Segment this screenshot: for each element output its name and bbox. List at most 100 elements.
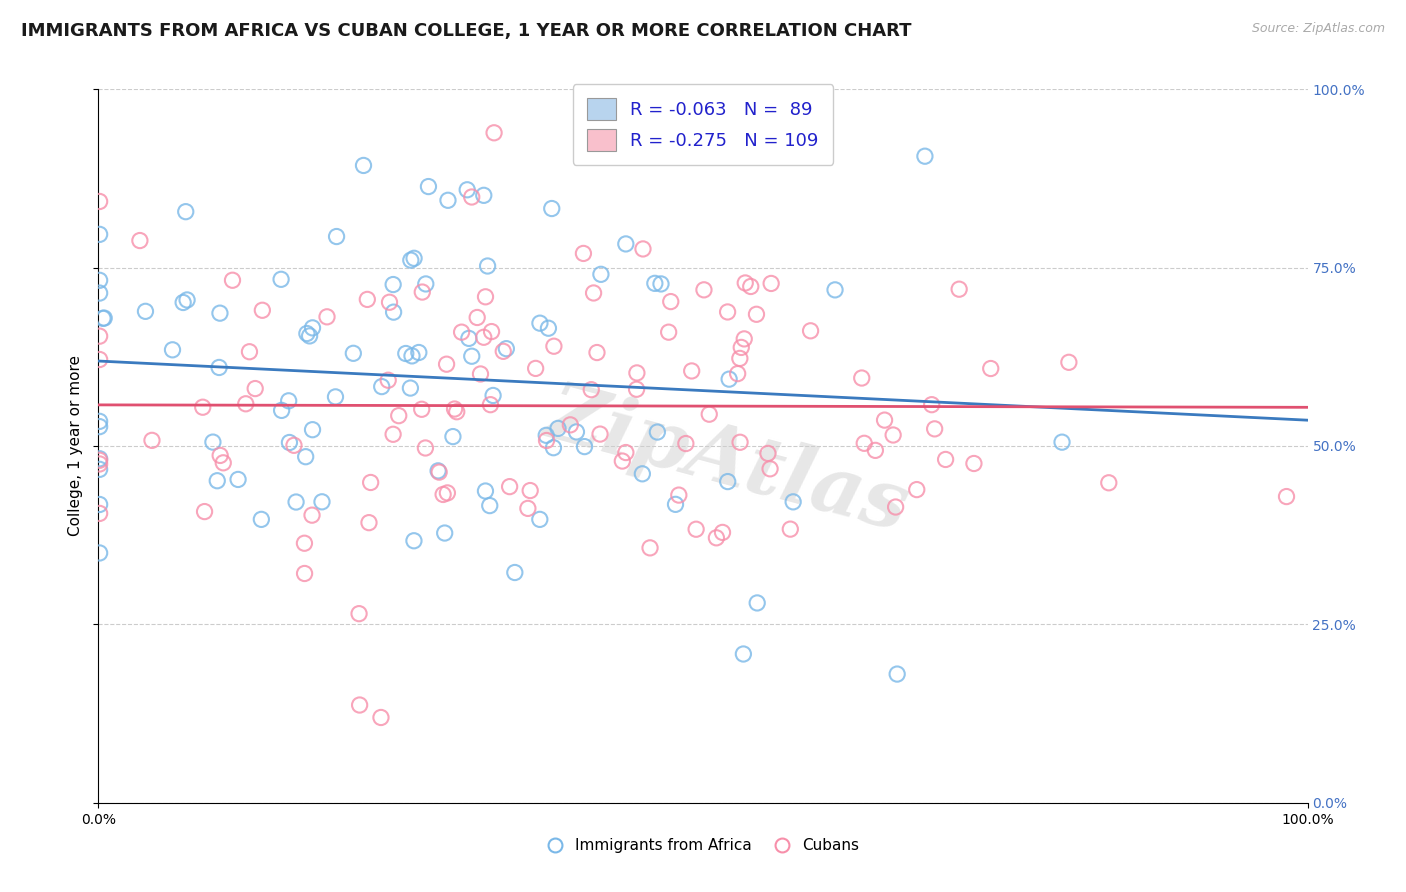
Point xyxy=(472,330,495,344)
Point xyxy=(498,480,520,494)
Point xyxy=(1057,355,1080,369)
Point xyxy=(782,495,804,509)
Point xyxy=(589,268,612,282)
Point xyxy=(89,457,111,471)
Point xyxy=(89,227,111,242)
Point xyxy=(226,472,249,486)
Point xyxy=(474,290,496,304)
Point xyxy=(853,436,876,450)
Point xyxy=(437,194,460,208)
Point xyxy=(482,126,505,140)
Point xyxy=(301,423,323,437)
Point xyxy=(207,474,229,488)
Text: IMMIGRANTS FROM AFRICA VS CUBAN COLLEGE, 1 YEAR OR MORE CORRELATION CHART: IMMIGRANTS FROM AFRICA VS CUBAN COLLEGE,… xyxy=(21,22,911,40)
Point xyxy=(658,325,681,339)
Point xyxy=(270,403,292,417)
Point xyxy=(935,452,957,467)
Point xyxy=(141,434,163,448)
Point xyxy=(745,307,768,321)
Point xyxy=(536,434,558,448)
Point xyxy=(418,179,440,194)
Point xyxy=(89,546,111,560)
Point xyxy=(461,349,484,363)
Point xyxy=(728,351,751,366)
Point xyxy=(301,508,323,523)
Point xyxy=(543,339,565,353)
Point xyxy=(626,366,648,380)
Point xyxy=(733,647,755,661)
Point xyxy=(586,345,609,359)
Point xyxy=(191,401,214,415)
Point xyxy=(924,422,946,436)
Point xyxy=(516,501,538,516)
Point xyxy=(465,310,488,325)
Point xyxy=(395,346,418,360)
Point xyxy=(238,344,260,359)
Point xyxy=(734,276,756,290)
Point xyxy=(415,441,437,455)
Point xyxy=(718,372,741,386)
Point xyxy=(89,273,111,287)
Point xyxy=(614,236,637,251)
Point xyxy=(89,453,111,467)
Point xyxy=(756,446,779,460)
Point xyxy=(382,427,405,442)
Point xyxy=(479,398,502,412)
Point xyxy=(733,332,755,346)
Point xyxy=(277,393,299,408)
Point xyxy=(353,158,375,172)
Point xyxy=(456,183,478,197)
Point xyxy=(357,516,380,530)
Point xyxy=(316,310,339,324)
Point xyxy=(582,285,605,300)
Point xyxy=(706,531,728,545)
Point xyxy=(547,421,569,435)
Point xyxy=(711,525,734,540)
Point xyxy=(650,277,672,291)
Point xyxy=(388,409,411,423)
Point xyxy=(747,596,769,610)
Point xyxy=(370,710,392,724)
Point xyxy=(427,464,450,478)
Point xyxy=(631,467,654,481)
Point xyxy=(433,526,456,541)
Point xyxy=(1275,490,1298,504)
Point xyxy=(740,279,762,293)
Point xyxy=(873,413,896,427)
Point xyxy=(980,361,1002,376)
Point xyxy=(162,343,184,357)
Point xyxy=(176,293,198,307)
Point xyxy=(882,428,904,442)
Point xyxy=(572,246,595,260)
Point xyxy=(884,500,907,514)
Point xyxy=(432,487,454,501)
Point xyxy=(174,204,197,219)
Point xyxy=(612,454,634,468)
Point xyxy=(482,388,505,402)
Point xyxy=(208,360,231,375)
Point xyxy=(89,194,111,209)
Point xyxy=(914,149,936,163)
Point xyxy=(478,499,501,513)
Point xyxy=(294,566,316,581)
Point xyxy=(89,414,111,428)
Point xyxy=(659,294,682,309)
Point xyxy=(524,361,547,376)
Point xyxy=(716,305,738,319)
Point xyxy=(474,483,496,498)
Point xyxy=(779,522,801,536)
Point xyxy=(91,311,114,326)
Point xyxy=(441,429,464,443)
Point xyxy=(574,440,596,454)
Point xyxy=(503,566,526,580)
Point xyxy=(824,283,846,297)
Point xyxy=(294,536,316,550)
Point xyxy=(644,277,666,291)
Point xyxy=(89,451,111,466)
Point xyxy=(436,357,458,371)
Point xyxy=(543,441,565,455)
Point xyxy=(325,229,347,244)
Point xyxy=(399,381,422,395)
Point xyxy=(681,364,703,378)
Point xyxy=(560,417,582,432)
